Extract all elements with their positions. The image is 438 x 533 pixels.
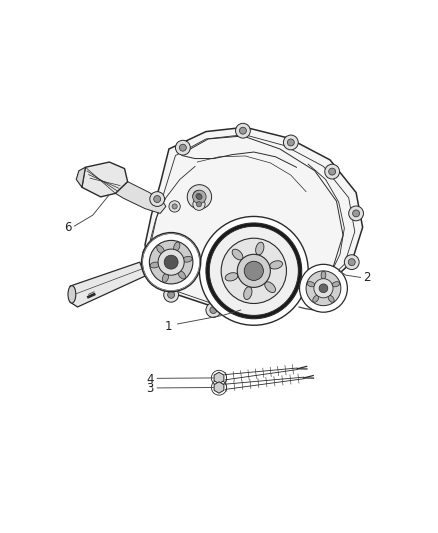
Polygon shape xyxy=(145,127,363,308)
Ellipse shape xyxy=(332,281,339,287)
Circle shape xyxy=(244,261,263,280)
Circle shape xyxy=(283,135,298,150)
Circle shape xyxy=(141,232,201,292)
Circle shape xyxy=(164,255,178,269)
Ellipse shape xyxy=(265,282,276,293)
Circle shape xyxy=(306,271,341,305)
Circle shape xyxy=(237,254,270,287)
Circle shape xyxy=(193,190,206,204)
Text: 2: 2 xyxy=(363,271,371,284)
Ellipse shape xyxy=(68,286,76,303)
Circle shape xyxy=(199,216,308,325)
Polygon shape xyxy=(214,372,224,384)
Circle shape xyxy=(158,249,184,275)
Circle shape xyxy=(221,238,286,303)
Circle shape xyxy=(206,303,221,318)
Circle shape xyxy=(265,306,272,313)
Circle shape xyxy=(317,284,332,298)
Text: 1: 1 xyxy=(165,320,172,333)
Ellipse shape xyxy=(256,242,264,255)
Ellipse shape xyxy=(157,245,164,254)
Circle shape xyxy=(164,287,179,302)
Circle shape xyxy=(143,246,158,261)
Polygon shape xyxy=(70,262,145,307)
Circle shape xyxy=(261,303,276,318)
Circle shape xyxy=(147,250,154,257)
Text: 4: 4 xyxy=(146,373,154,386)
Ellipse shape xyxy=(244,287,252,300)
Circle shape xyxy=(287,139,294,146)
Ellipse shape xyxy=(307,281,315,287)
Ellipse shape xyxy=(225,273,238,281)
Circle shape xyxy=(150,192,165,206)
Circle shape xyxy=(154,196,161,203)
Circle shape xyxy=(149,240,193,284)
Ellipse shape xyxy=(270,261,283,269)
Circle shape xyxy=(193,198,205,211)
Circle shape xyxy=(206,223,302,319)
Ellipse shape xyxy=(232,249,243,260)
Ellipse shape xyxy=(162,273,169,282)
Circle shape xyxy=(169,201,180,212)
Circle shape xyxy=(300,264,347,312)
Circle shape xyxy=(187,184,212,209)
Circle shape xyxy=(314,279,333,298)
Ellipse shape xyxy=(150,262,159,268)
Text: 3: 3 xyxy=(147,382,154,395)
Circle shape xyxy=(344,255,359,270)
Circle shape xyxy=(209,227,298,316)
Circle shape xyxy=(328,168,336,175)
Circle shape xyxy=(172,204,177,209)
Circle shape xyxy=(196,193,201,199)
Polygon shape xyxy=(82,162,127,197)
Circle shape xyxy=(353,210,360,217)
Circle shape xyxy=(168,292,175,298)
Ellipse shape xyxy=(328,295,334,302)
Polygon shape xyxy=(214,382,224,393)
Circle shape xyxy=(196,201,201,207)
Circle shape xyxy=(210,306,217,313)
Circle shape xyxy=(240,127,247,134)
Circle shape xyxy=(349,206,364,221)
Polygon shape xyxy=(76,167,85,187)
Ellipse shape xyxy=(178,271,186,279)
Ellipse shape xyxy=(313,295,319,302)
Polygon shape xyxy=(116,182,166,213)
Circle shape xyxy=(193,190,204,201)
Circle shape xyxy=(319,284,328,293)
Circle shape xyxy=(197,194,202,199)
Ellipse shape xyxy=(321,271,326,279)
Circle shape xyxy=(176,140,190,155)
Circle shape xyxy=(236,123,251,138)
Circle shape xyxy=(325,164,339,179)
Ellipse shape xyxy=(173,242,180,251)
Circle shape xyxy=(348,259,355,265)
Ellipse shape xyxy=(183,256,192,262)
Circle shape xyxy=(180,144,186,151)
Text: 6: 6 xyxy=(64,221,71,234)
Circle shape xyxy=(321,288,328,295)
